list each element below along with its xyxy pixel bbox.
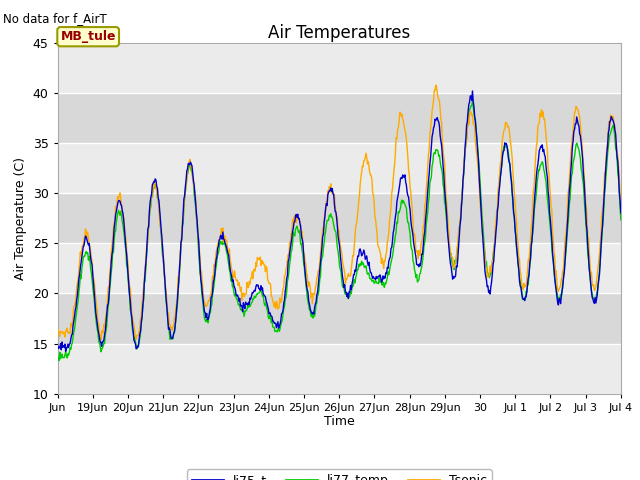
li75_t — [120, 226, 128, 232]
li75_t — [398, 176, 406, 181]
Bar — [58, 93, 621, 144]
li77_temp — [252, 294, 260, 300]
X-axis label: Time: Time — [324, 415, 355, 429]
li75_t — [273, 322, 281, 328]
li75_t — [54, 342, 61, 348]
Bar — [58, 43, 621, 93]
Line: li77_temp: li77_temp — [58, 102, 621, 360]
Tsonic — [273, 300, 281, 306]
Tsonic — [432, 82, 440, 88]
li77_temp — [429, 151, 437, 157]
Tsonic — [120, 222, 128, 228]
li77_temp — [398, 197, 406, 203]
li77_temp — [224, 256, 232, 262]
li75_t — [468, 88, 476, 94]
li75_t — [224, 251, 232, 256]
li75_t — [429, 125, 437, 131]
Y-axis label: Air Temperature (C): Air Temperature (C) — [14, 157, 27, 280]
Tsonic — [97, 337, 105, 343]
li77_temp — [273, 329, 281, 335]
Tsonic — [398, 112, 406, 118]
Title: Air Temperatures: Air Temperatures — [268, 24, 410, 42]
Tsonic — [54, 325, 61, 331]
Bar — [58, 193, 621, 243]
Bar — [58, 293, 621, 344]
Text: No data for f_AirT: No data for f_AirT — [3, 12, 107, 25]
Tsonic — [429, 97, 437, 103]
Bar — [58, 144, 621, 193]
Bar — [58, 243, 621, 293]
li75_t — [62, 348, 70, 354]
li75_t — [617, 210, 625, 216]
Legend: li75_t, li77_temp, Tsonic: li75_t, li77_temp, Tsonic — [186, 469, 492, 480]
Bar — [58, 344, 621, 394]
Tsonic — [252, 260, 260, 265]
li77_temp — [55, 358, 63, 363]
li77_temp — [468, 99, 476, 105]
Tsonic — [617, 198, 625, 204]
li75_t — [252, 284, 260, 290]
Text: MB_tule: MB_tule — [60, 30, 116, 43]
Line: Tsonic: Tsonic — [58, 85, 621, 340]
Tsonic — [224, 248, 232, 254]
Line: li75_t: li75_t — [58, 91, 621, 351]
li77_temp — [120, 234, 128, 240]
li77_temp — [617, 217, 625, 223]
li77_temp — [54, 357, 61, 362]
